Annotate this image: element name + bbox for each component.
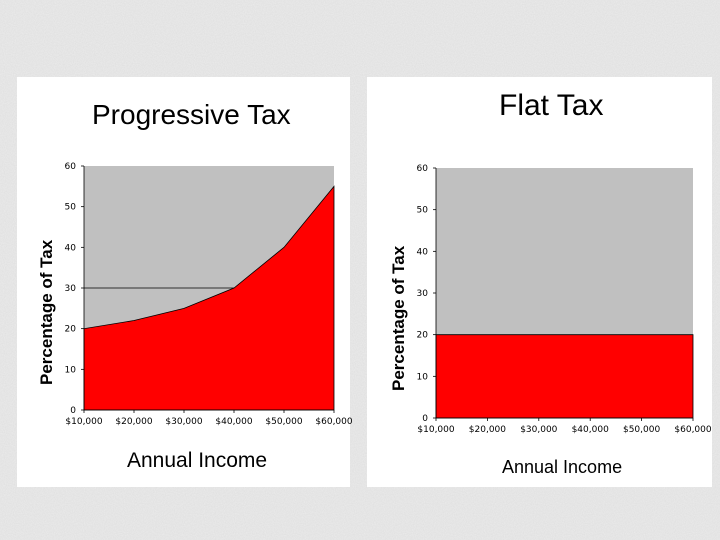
x-tick-label: $50,000: [623, 425, 660, 435]
y-tick-label: 60: [417, 164, 429, 174]
flat-tax-chart: 0 10 20 30 40 50 60 $10,000 $20,000 $30,000 $40,00…: [417, 164, 712, 435]
x-tick-label: $50,000: [265, 417, 302, 427]
y-tick-label: 0: [70, 406, 76, 416]
flat-tax-panel: Flat Tax Percentage of Tax 0 10 20 30 40 50 60…: [367, 77, 712, 487]
y-tick-label: 10: [417, 372, 429, 382]
progressive-tax-panel: Progressive Tax Percentage of Tax 0 10 20 3…: [17, 77, 353, 487]
x-tick-label: $40,000: [215, 417, 252, 427]
x-tick-label: $20,000: [469, 425, 506, 435]
y-tick-label: 50: [417, 206, 429, 216]
y-tick-label: 60: [65, 162, 77, 172]
x-axis-label: Annual Income: [502, 457, 623, 477]
y-tick-label: 20: [65, 325, 77, 335]
chart-title: Progressive Tax: [92, 99, 291, 130]
x-axis-label: Annual Income: [127, 449, 268, 472]
y-tick-label: 30: [65, 284, 77, 294]
x-tick-label: $20,000: [115, 417, 152, 427]
y-tick-label: 40: [417, 247, 429, 257]
y-tick-label: 50: [65, 203, 77, 213]
x-tick-label: $10,000: [65, 417, 102, 427]
progressive-tax-chart: 0 10 20 30 40 50 60 $10,000 $20,000 $30,000 $40,00…: [65, 162, 353, 427]
y-tick-label: 30: [417, 289, 429, 299]
x-tick-label: $30,000: [165, 417, 202, 427]
y-tick-label: 40: [65, 243, 77, 253]
chart-title: Flat Tax: [499, 89, 604, 122]
y-tick-label: 20: [417, 331, 429, 341]
x-tick-label: $40,000: [572, 425, 609, 435]
y-tick-label: 0: [422, 414, 428, 424]
x-tick-label: $10,000: [417, 425, 454, 435]
y-tick-label: 10: [65, 365, 77, 375]
x-tick-label: $60,000: [315, 417, 352, 427]
x-tick-label: $30,000: [520, 425, 557, 435]
tax-area: [435, 334, 694, 419]
x-tick-label: $60,000: [674, 425, 711, 435]
